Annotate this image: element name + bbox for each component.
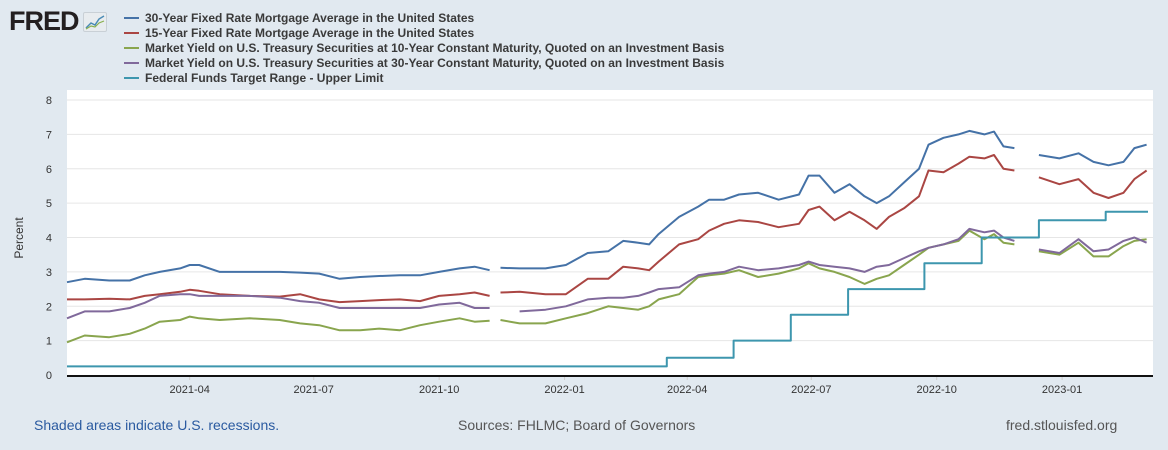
y-tick-label: 3 [46, 267, 52, 279]
legend-item[interactable]: Market Yield on U.S. Treasury Securities… [124, 40, 724, 55]
x-tick-label: 2021-10 [419, 384, 459, 396]
series-line-0 [1038, 143, 1147, 167]
legend-label: 15-Year Fixed Rate Mortgage Average in t… [145, 25, 475, 40]
x-tick-label: 2021-07 [294, 384, 334, 396]
x-tick-label: 2023-01 [1042, 384, 1082, 396]
series-line-2 [66, 315, 490, 344]
series-line-1 [67, 288, 490, 304]
series-line-1 [1038, 169, 1148, 199]
x-tick-label: 2021-04 [169, 384, 209, 396]
x-tick-label: 2022-07 [791, 384, 831, 396]
legend-swatch [124, 61, 139, 64]
site-link[interactable]: fred.stlouisfed.org [1006, 417, 1118, 433]
y-tick-label: 2 [46, 301, 52, 313]
legend-item[interactable]: Federal Funds Target Range - Upper Limit [124, 70, 724, 85]
chart-logo-icon [82, 11, 107, 32]
legend-swatch [124, 31, 139, 34]
legend-swatch [124, 76, 139, 79]
x-tick-label: 2022-10 [917, 384, 957, 396]
y-axis-label: Percent [12, 217, 26, 259]
legend-label: Federal Funds Target Range - Upper Limit [145, 70, 384, 85]
y-tick-label: 4 [46, 233, 52, 245]
series-line-3 [66, 293, 490, 320]
series-line-4 [67, 210, 1148, 368]
legend-item[interactable]: 15-Year Fixed Rate Mortgage Average in t… [124, 25, 724, 40]
x-tick-label: 2022-04 [667, 384, 707, 396]
legend-swatch [124, 16, 139, 19]
series-line-2 [1038, 238, 1147, 258]
series-line-1 [500, 154, 1015, 296]
legend: 30-Year Fixed Rate Mortgage Average in t… [124, 10, 724, 85]
y-tick-label: 7 [46, 129, 52, 141]
recession-note: Shaded areas indicate U.S. recessions. [34, 417, 280, 433]
y-tick-label: 6 [46, 164, 52, 176]
legend-label: 30-Year Fixed Rate Mortgage Average in t… [145, 10, 475, 25]
fred-logo[interactable]: FRED [9, 6, 107, 37]
x-tick-label: 2022-01 [544, 384, 584, 396]
logo-text: FRED [9, 6, 79, 36]
series-line-3 [1038, 236, 1147, 254]
legend-swatch [124, 46, 139, 49]
y-tick-label: 8 [46, 95, 52, 107]
legend-label: Market Yield on U.S. Treasury Securities… [145, 55, 725, 70]
legend-item[interactable]: Market Yield on U.S. Treasury Securities… [124, 55, 724, 70]
series-line-0 [66, 264, 490, 284]
series-line-3 [519, 227, 1015, 313]
legend-item[interactable]: 30-Year Fixed Rate Mortgage Average in t… [124, 10, 724, 25]
y-tick-label: 5 [46, 198, 52, 210]
legend-label: Market Yield on U.S. Treasury Securities… [145, 40, 725, 55]
sources-text: Sources: FHLMC; Board of Governors [458, 417, 696, 433]
y-tick-label: 1 [46, 336, 52, 348]
series-line-0 [500, 129, 1015, 270]
y-tick-label: 0 [46, 370, 52, 382]
